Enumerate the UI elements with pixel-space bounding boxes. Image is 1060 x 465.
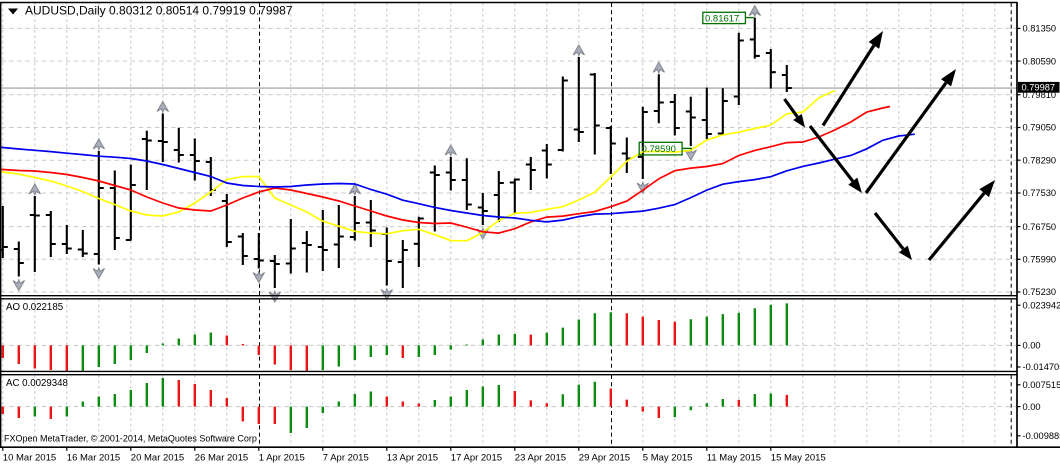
svg-text:AO 0.022185: AO 0.022185 (6, 302, 63, 313)
svg-text:7 Apr 2015: 7 Apr 2015 (323, 453, 369, 464)
svg-text:20 Mar 2015: 20 Mar 2015 (131, 453, 184, 464)
svg-text:16 Mar 2015: 16 Mar 2015 (67, 453, 120, 464)
svg-text:0.77530: 0.77530 (1023, 188, 1057, 198)
svg-text:13 Apr 2015: 13 Apr 2015 (387, 453, 438, 464)
svg-text:23 Apr 2015: 23 Apr 2015 (515, 453, 566, 464)
svg-text:15 May 2015: 15 May 2015 (771, 453, 826, 464)
svg-text:0.79810: 0.79810 (1023, 90, 1057, 100)
svg-text:0.80590: 0.80590 (1023, 56, 1057, 66)
svg-text:0.75230: 0.75230 (1023, 287, 1057, 297)
svg-text:0.79050: 0.79050 (1023, 123, 1057, 133)
svg-text:10 Mar 2015: 10 Mar 2015 (3, 453, 56, 464)
svg-text:11 May 2015: 11 May 2015 (707, 453, 761, 464)
svg-text:29 Apr 2015: 29 Apr 2015 (579, 453, 630, 464)
svg-text:0.00: 0.00 (1023, 341, 1041, 351)
svg-text:0.79987: 0.79987 (1022, 83, 1056, 93)
svg-text:5 May 2015: 5 May 2015 (643, 453, 693, 464)
svg-text:0.78290: 0.78290 (1023, 155, 1057, 165)
svg-text:0.81350: 0.81350 (1023, 24, 1057, 34)
svg-text:AUDUSD,Daily 0.80312 0.80514: AUDUSD,Daily 0.80312 0.80514 0.79919 0.7… (25, 4, 293, 18)
svg-text:-0.009885: -0.009885 (1023, 431, 1060, 441)
svg-text:0.81617: 0.81617 (705, 14, 739, 25)
svg-text:0.75990: 0.75990 (1023, 255, 1057, 265)
svg-text:FXOpen MetaTrader, © 2001-2014: FXOpen MetaTrader, © 2001-2014, MetaQuot… (4, 434, 257, 444)
svg-text:1 Apr 2015: 1 Apr 2015 (259, 453, 305, 464)
svg-text:0.78590: 0.78590 (642, 144, 676, 155)
svg-text:26 Mar 2015: 26 Mar 2015 (195, 453, 248, 464)
svg-text:AC 0.0029348: AC 0.0029348 (6, 378, 68, 389)
svg-text:0.76750: 0.76750 (1023, 222, 1057, 232)
svg-text:0.007515: 0.007515 (1023, 380, 1060, 390)
svg-text:0.00: 0.00 (1023, 402, 1041, 412)
svg-text:-0.014705: -0.014705 (1023, 362, 1060, 372)
svg-text:0.023942: 0.023942 (1023, 300, 1060, 310)
svg-text:17 Apr 2015: 17 Apr 2015 (451, 453, 502, 464)
